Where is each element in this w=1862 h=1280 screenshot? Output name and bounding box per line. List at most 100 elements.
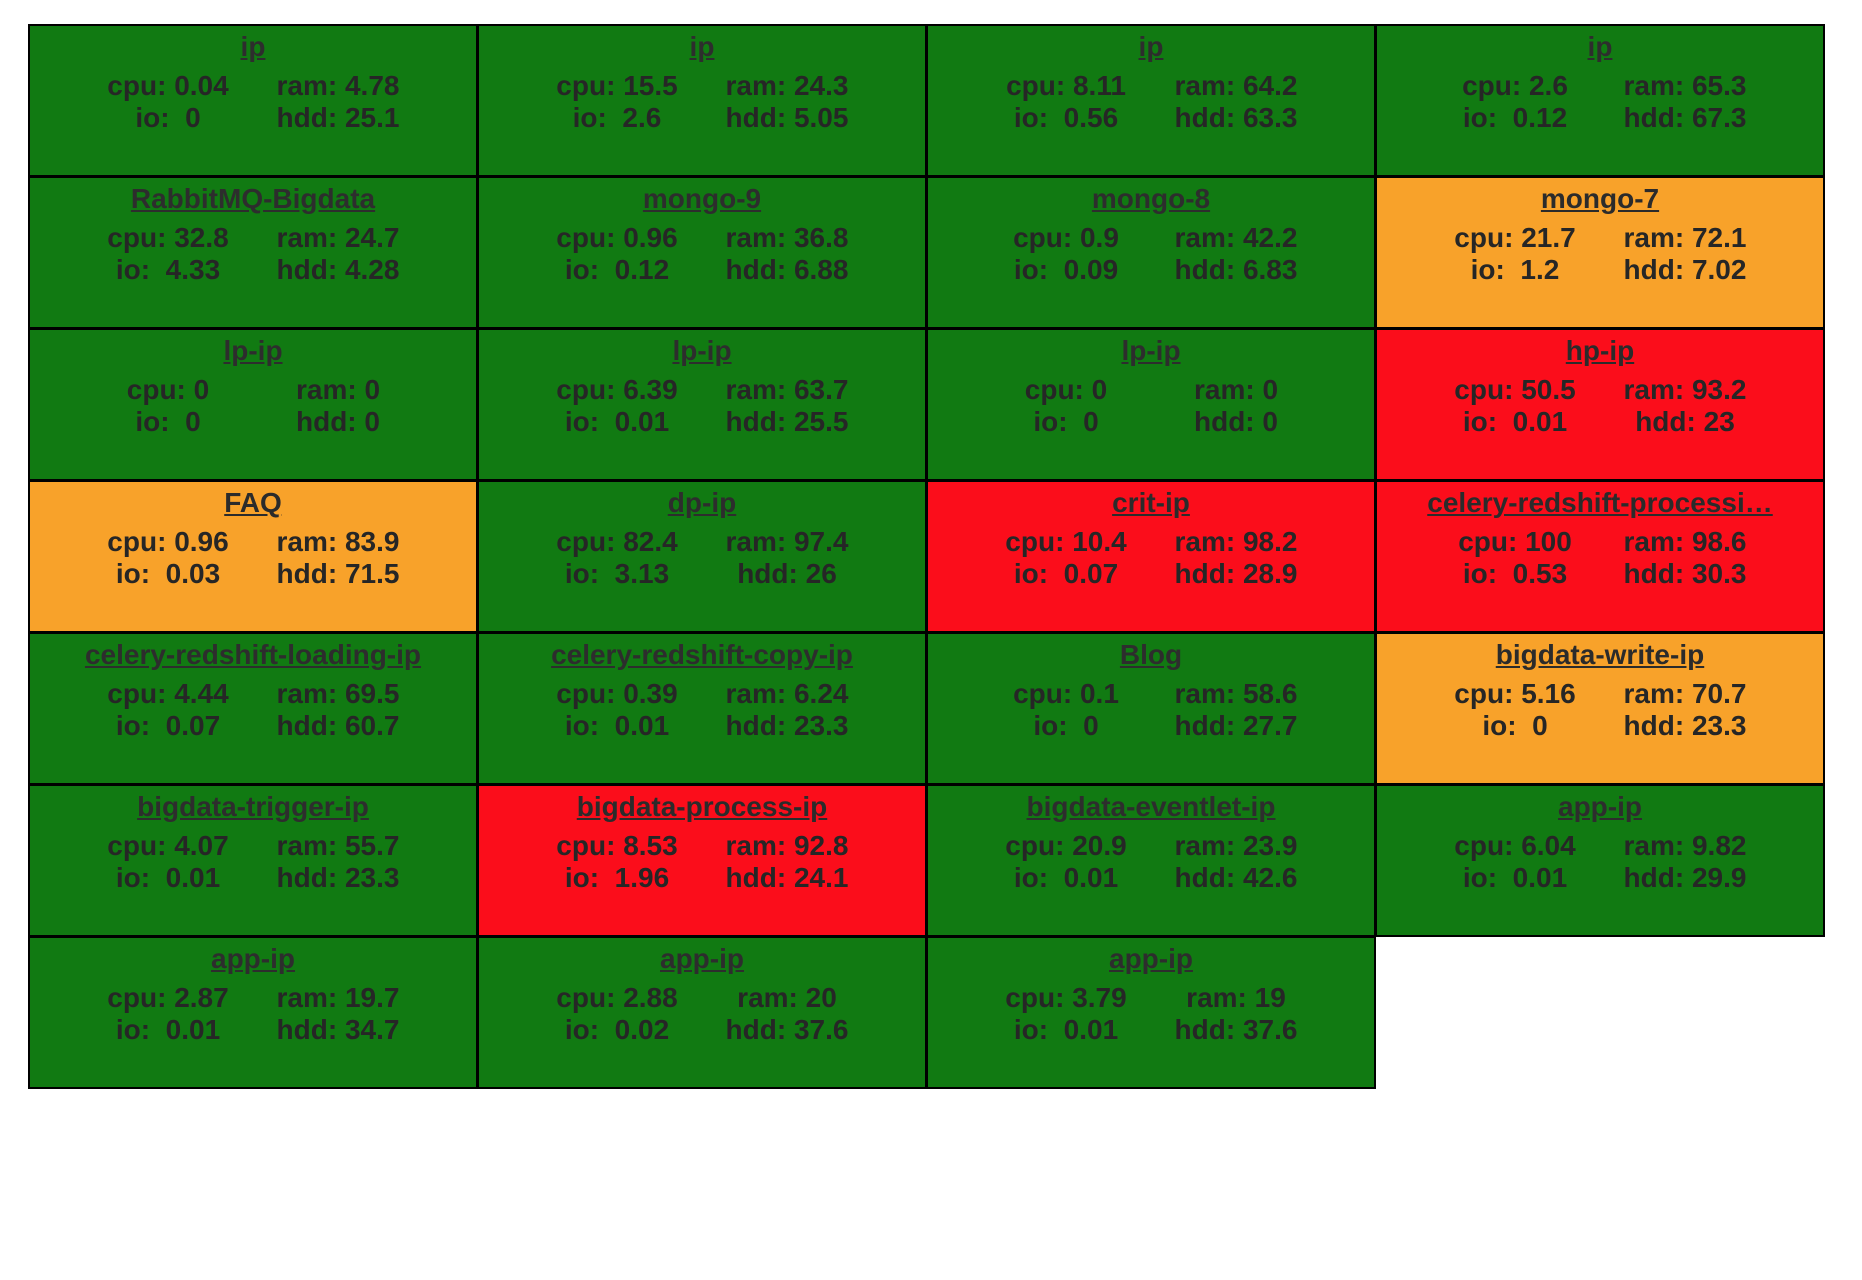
host-metrics: cpu: 8.11 ram: 64.2 io: 0.56 hdd: 63.3 [981, 70, 1321, 134]
ram-value: 63.7 [793, 374, 849, 405]
host-metrics: cpu: 0.1 ram: 58.6 io: 0 hdd: 27.7 [981, 678, 1321, 742]
ram-metric: ram: 93.2 [1600, 374, 1770, 406]
ram-metric: ram: 19 [1151, 982, 1321, 1014]
hdd-label: hdd: [737, 558, 798, 589]
ram-label: ram: [1174, 222, 1236, 253]
cpu-label: cpu: [107, 526, 167, 557]
hdd-label: hdd: [276, 1014, 338, 1045]
host-name-link[interactable]: mongo-9 [642, 183, 762, 214]
host-tile: lp-ip cpu: 0 ram: 0 io: 0 hdd: 0 [28, 328, 478, 481]
host-name-link[interactable]: bigdata-eventlet-ip [1026, 791, 1276, 822]
io-metric: io: 1.96 [532, 862, 702, 894]
cpu-metric: cpu: 32.8 [83, 222, 253, 254]
ram-metric: ram: 97.4 [702, 526, 872, 558]
io-value: 0.03 [165, 558, 221, 589]
host-name-link[interactable]: Blog [1119, 639, 1183, 670]
host-name-link[interactable]: ip [1587, 31, 1613, 62]
cpu-value: 8.53 [623, 830, 678, 861]
host-tile: celery-redshift-copy-ip cpu: 0.39 ram: 6.2… [477, 632, 927, 785]
host-name-link[interactable]: celery-redshift-processi… [1427, 487, 1773, 518]
hdd-metric: hdd: 71.5 [253, 558, 423, 590]
ram-label: ram: [1193, 374, 1255, 405]
host-metrics: cpu: 0.96 ram: 36.8 io: 0.12 hdd: 6.88 [532, 222, 872, 286]
hdd-value: 23.3 [793, 710, 849, 741]
io-value: 0.12 [614, 254, 670, 285]
hdd-value: 30.3 [1691, 558, 1747, 589]
ram-value: 58.6 [1242, 678, 1298, 709]
host-name-link[interactable]: lp-ip [223, 335, 283, 366]
io-value: 0 [185, 406, 201, 437]
host-name-link[interactable]: lp-ip [672, 335, 732, 366]
io-value: 0.01 [614, 406, 670, 437]
cpu-metric: cpu: 0 [981, 374, 1151, 406]
host-metrics: cpu: 21.7 ram: 72.1 io: 1.2 hdd: 7.02 [1430, 222, 1770, 286]
host-tile: bigdata-process-ip cpu: 8.53 ram: 92.8 io: … [477, 784, 927, 937]
hdd-value: 34.7 [344, 1014, 400, 1045]
ram-value: 24.7 [344, 222, 400, 253]
hdd-label: hdd: [1623, 102, 1685, 133]
host-tile: celery-redshift-processi… cpu: 100 ram: 98… [1375, 480, 1825, 633]
host-name-link[interactable]: mongo-7 [1540, 183, 1660, 214]
hdd-value: 5.05 [793, 102, 849, 133]
host-name-link[interactable]: hp-ip [1565, 335, 1635, 366]
host-tile: app-ip cpu: 6.04 ram: 9.82 io: 0.01 hdd: 29.… [1375, 784, 1825, 937]
hdd-value: 0 [1262, 406, 1278, 437]
host-metrics: cpu: 2.88 ram: 20 io: 0.02 hdd: 37.6 [532, 982, 872, 1046]
hdd-metric: hdd: 27.7 [1151, 710, 1321, 742]
ram-value: 4.78 [344, 70, 400, 101]
host-tile: Blog cpu: 0.1 ram: 58.6 io: 0 hdd: 27.7 [926, 632, 1376, 785]
host-name-link[interactable]: mongo-8 [1091, 183, 1211, 214]
cpu-label: cpu: [1024, 374, 1084, 405]
io-value: 0 [1532, 710, 1548, 741]
host-tile: bigdata-trigger-ip cpu: 4.07 ram: 55.7 io: … [28, 784, 478, 937]
ram-label: ram: [1623, 526, 1685, 557]
ram-metric: ram: 19.7 [253, 982, 423, 1014]
hdd-metric: hdd: 25.5 [702, 406, 872, 438]
cpu-value: 0 [193, 374, 210, 405]
hdd-value: 63.3 [1242, 102, 1298, 133]
io-value: 4.33 [165, 254, 221, 285]
hdd-label: hdd: [725, 1014, 787, 1045]
hdd-label: hdd: [725, 406, 787, 437]
host-name-link[interactable]: bigdata-process-ip [576, 791, 828, 822]
host-name-link[interactable]: ip [689, 31, 715, 62]
ram-value: 83.9 [344, 526, 400, 557]
host-name-link[interactable]: celery-redshift-loading-ip [84, 639, 422, 670]
io-metric: io: 1.2 [1430, 254, 1600, 286]
host-name-link[interactable]: celery-redshift-copy-ip [551, 639, 853, 670]
host-name-link[interactable]: bigdata-trigger-ip [137, 791, 369, 822]
cpu-metric: cpu: 8.11 [981, 70, 1151, 102]
host-name-link[interactable]: crit-ip [1112, 487, 1190, 518]
ram-value: 98.2 [1242, 526, 1298, 557]
host-name-link[interactable]: ip [1138, 31, 1164, 62]
io-label: io: [1462, 558, 1498, 589]
io-value: 2.6 [622, 102, 662, 133]
host-name-link[interactable]: app-ip [660, 943, 744, 974]
hdd-metric: hdd: 23 [1600, 406, 1770, 438]
io-value: 0.01 [1512, 862, 1568, 893]
host-name-link[interactable]: lp-ip [1121, 335, 1181, 366]
host-tile: hp-ip cpu: 50.5 ram: 93.2 io: 0.01 hdd: 23 [1375, 328, 1825, 481]
host-name-link[interactable]: RabbitMQ-Bigdata [130, 183, 376, 214]
cpu-label: cpu: [107, 982, 167, 1013]
ram-metric: ram: 83.9 [253, 526, 423, 558]
io-value: 0.01 [614, 710, 670, 741]
host-metrics: cpu: 0.9 ram: 42.2 io: 0.09 hdd: 6.83 [981, 222, 1321, 286]
hdd-value: 25.5 [793, 406, 849, 437]
hdd-label: hdd: [725, 254, 787, 285]
io-label: io: [564, 862, 600, 893]
host-name-link[interactable]: FAQ [224, 487, 282, 518]
host-name-link[interactable]: app-ip [1109, 943, 1193, 974]
hdd-value: 6.83 [1242, 254, 1298, 285]
host-name-link[interactable]: app-ip [211, 943, 295, 974]
ram-value: 42.2 [1242, 222, 1298, 253]
host-name-link[interactable]: ip [240, 31, 266, 62]
cpu-metric: cpu: 0.39 [532, 678, 702, 710]
host-name-link[interactable]: app-ip [1558, 791, 1642, 822]
host-name-link[interactable]: bigdata-write-ip [1495, 639, 1705, 670]
cpu-metric: cpu: 6.04 [1430, 830, 1600, 862]
io-value: 1.96 [614, 862, 670, 893]
io-label: io: [1462, 102, 1498, 133]
host-name-link[interactable]: dp-ip [667, 487, 737, 518]
host-metrics: cpu: 6.04 ram: 9.82 io: 0.01 hdd: 29.9 [1430, 830, 1770, 894]
